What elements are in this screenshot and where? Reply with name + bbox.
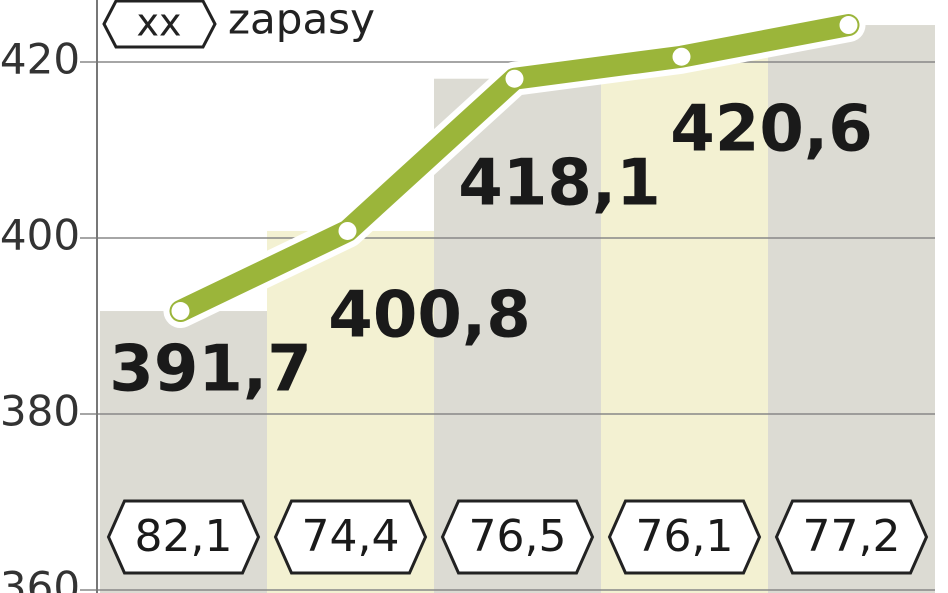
line-layer bbox=[163, 8, 866, 329]
point bbox=[672, 47, 691, 66]
bars bbox=[100, 25, 935, 593]
legend-label: zapasy bbox=[228, 0, 375, 44]
badge bbox=[440, 499, 595, 575]
y-tick-label: 380 bbox=[0, 387, 80, 436]
grid: 360 380 400 420 bbox=[0, 35, 935, 593]
badge-label: 74,4 bbox=[302, 511, 400, 562]
value-label: 391,7 bbox=[109, 333, 311, 407]
point bbox=[505, 69, 524, 88]
point bbox=[171, 302, 190, 321]
y-tick-label: 420 bbox=[0, 35, 80, 84]
badge-label: 82,1 bbox=[135, 511, 233, 562]
bar bbox=[768, 25, 935, 593]
badge bbox=[774, 499, 929, 575]
badge-label: 76,5 bbox=[469, 511, 567, 562]
badge bbox=[106, 499, 261, 575]
badge bbox=[607, 499, 762, 575]
legend: xx zapasy bbox=[102, 0, 375, 49]
point bbox=[839, 16, 858, 35]
y-tick-label: 400 bbox=[0, 211, 80, 260]
y-tick-label: 360 bbox=[0, 563, 80, 593]
legend-label: xx bbox=[137, 1, 182, 45]
value-label: 418,1 bbox=[458, 146, 660, 220]
badge-label: 76,1 bbox=[636, 511, 734, 562]
badge bbox=[273, 499, 428, 575]
legend-hexagon bbox=[102, 0, 217, 49]
value-label: 400,8 bbox=[328, 279, 530, 353]
badge-label: 77,2 bbox=[803, 511, 901, 562]
value-label: 420,6 bbox=[670, 92, 872, 166]
point bbox=[338, 221, 357, 240]
